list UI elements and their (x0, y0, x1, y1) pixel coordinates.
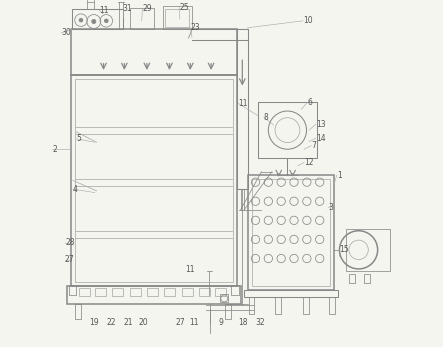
Bar (87, 2, 94, 9)
Bar (112, 288, 123, 296)
Text: 4: 4 (73, 185, 78, 194)
Bar (303, 297, 309, 314)
Bar (165, 9, 189, 27)
Text: 19: 19 (89, 318, 99, 327)
Circle shape (105, 19, 108, 23)
Text: 1: 1 (337, 171, 342, 180)
Bar (182, 288, 193, 296)
Bar (349, 274, 355, 283)
Bar (129, 8, 154, 29)
Bar (67, 286, 241, 304)
Text: 28: 28 (66, 238, 75, 247)
Text: 15: 15 (339, 245, 349, 254)
Bar (70, 75, 237, 286)
Bar (95, 288, 106, 296)
Bar (329, 297, 334, 314)
Bar (129, 288, 140, 296)
Text: 6: 6 (307, 98, 312, 107)
Bar (258, 102, 317, 158)
Text: 12: 12 (304, 158, 314, 167)
Text: 11: 11 (185, 265, 194, 274)
Text: 32: 32 (256, 318, 265, 327)
Bar (199, 288, 210, 296)
Bar (69, 285, 77, 295)
Text: 20: 20 (139, 318, 148, 327)
Text: 7: 7 (311, 141, 316, 150)
Text: 27: 27 (65, 255, 74, 264)
Bar (75, 79, 233, 282)
Text: 9: 9 (219, 318, 224, 327)
Bar (79, 288, 90, 296)
Text: 3: 3 (328, 203, 333, 212)
Bar (220, 294, 229, 302)
Bar (163, 6, 192, 29)
Bar (72, 9, 123, 29)
Circle shape (79, 18, 83, 22)
Bar (248, 175, 334, 290)
Bar (147, 288, 158, 296)
Text: 23: 23 (190, 23, 200, 32)
Bar (231, 285, 239, 295)
Text: 8: 8 (264, 113, 268, 122)
Bar (214, 288, 225, 296)
Text: 11: 11 (190, 318, 199, 327)
Bar (252, 179, 330, 286)
Circle shape (92, 19, 96, 24)
Text: 30: 30 (61, 28, 71, 37)
Bar (346, 229, 390, 271)
Text: 25: 25 (179, 3, 189, 12)
Text: 14: 14 (316, 134, 326, 143)
Text: 11: 11 (238, 99, 248, 108)
Text: 31: 31 (123, 4, 132, 13)
Bar (164, 288, 175, 296)
Text: 22: 22 (106, 318, 116, 327)
Bar (75, 304, 82, 319)
Bar (275, 297, 281, 314)
Text: 13: 13 (316, 120, 326, 129)
Bar (364, 274, 370, 283)
Text: 10: 10 (303, 16, 313, 25)
Bar (225, 304, 231, 319)
Text: 2: 2 (52, 145, 57, 154)
Bar (70, 29, 237, 75)
Bar (244, 290, 338, 297)
Text: 29: 29 (142, 4, 152, 13)
Bar (249, 297, 254, 314)
Text: 11: 11 (99, 6, 109, 15)
Bar (237, 29, 248, 189)
Text: 18: 18 (238, 318, 248, 327)
Text: 5: 5 (77, 134, 82, 143)
Text: 21: 21 (124, 318, 133, 327)
Text: 27: 27 (176, 318, 185, 327)
